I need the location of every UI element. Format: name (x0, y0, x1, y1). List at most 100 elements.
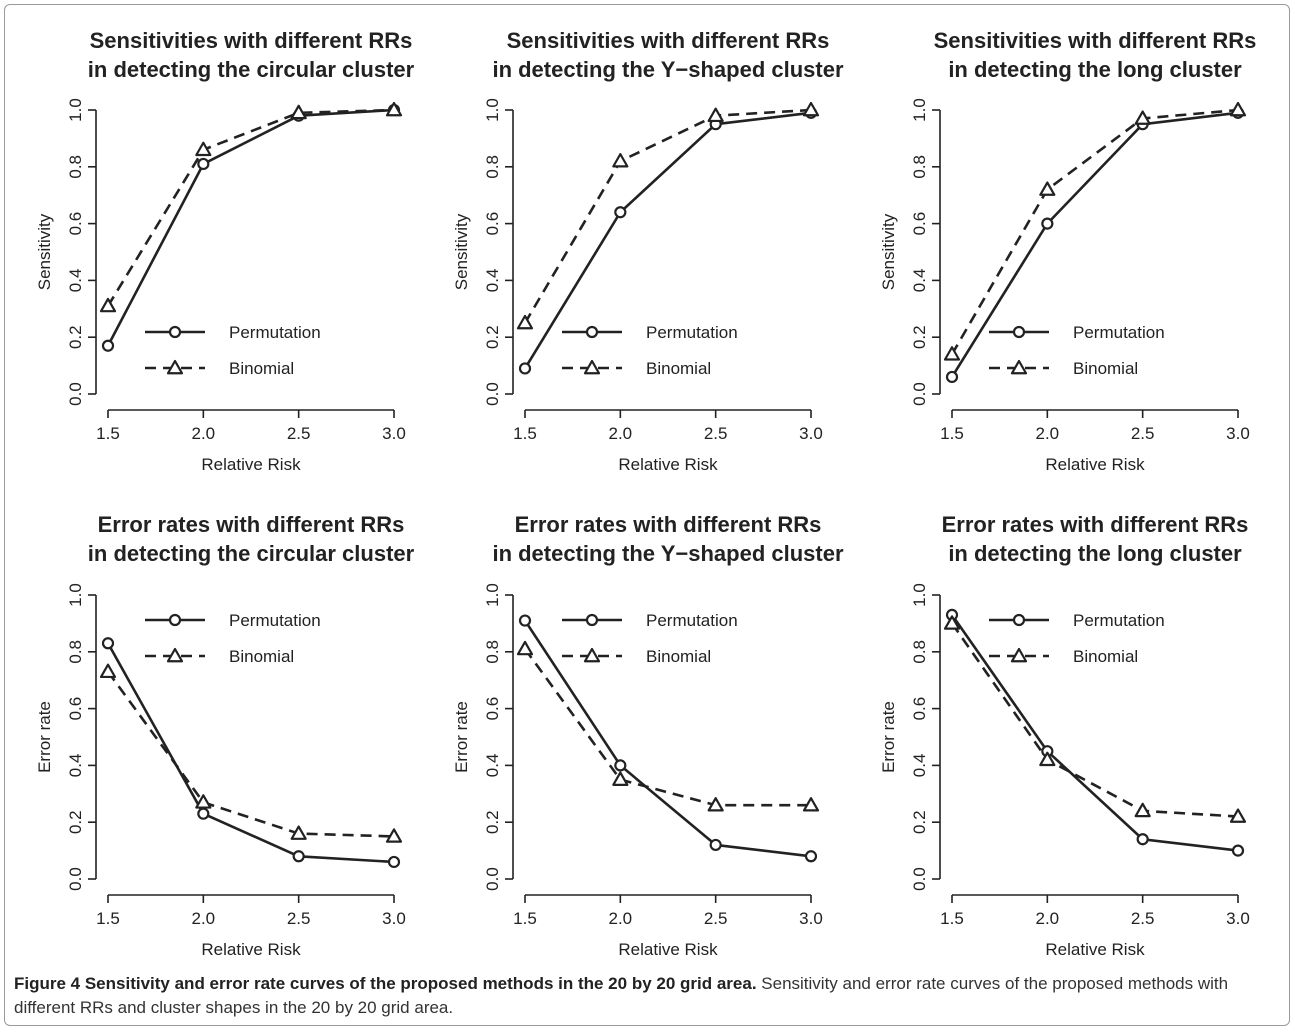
panel1-legend-binomial-marker (166, 359, 184, 375)
panel6-x-tick-label: 2.0 (1036, 909, 1060, 928)
caption-text: Sensitivity and error rate curves of the… (14, 974, 1229, 1017)
panel5-binomial-point (802, 797, 820, 812)
panel3-x-axis-label: Relative Risk (1045, 455, 1145, 474)
panel4-title-line2: in detecting the circular cluster (88, 541, 415, 566)
panel3-permutation-point (945, 370, 959, 384)
panel5-x-axis-label: Relative Risk (618, 940, 718, 959)
panel2-legend-permutation-marker (585, 325, 599, 339)
panel2-binomial-point (612, 153, 629, 168)
panel5-legend-binomial-label: Binomial (646, 647, 711, 666)
panel5-y-tick-label: 0.4 (483, 754, 502, 778)
panel3-y-tick-label: 0.0 (910, 382, 929, 406)
panel4-permutation-point (292, 850, 305, 863)
panel1-title-line2: in detecting the circular cluster (88, 57, 415, 82)
panel6-y-tick-label: 0.2 (910, 810, 929, 834)
panel1-permutation-point (197, 157, 210, 171)
panel6-binomial-point (1039, 751, 1056, 767)
panel1-y-tick-label: 0.2 (66, 325, 85, 349)
panel4-x-tick-label: 1.5 (96, 909, 120, 928)
panel1-binomial-point (195, 141, 212, 157)
panel6-legend-binomial-label: Binomial (1073, 647, 1138, 666)
panel5-title-line2: in detecting the Y−shaped cluster (492, 541, 844, 566)
panel6-y-tick-label: 0.8 (910, 640, 929, 664)
panel3-legend-binomial-marker (1010, 359, 1028, 375)
panel4-legend-permutation-marker (168, 613, 182, 627)
panel6-title-line2: in detecting the long cluster (948, 541, 1242, 566)
panel2-x-axis-label: Relative Risk (618, 455, 718, 474)
panel6-x-tick-label: 1.5 (940, 909, 964, 928)
panel5-permutation-point (709, 838, 722, 852)
panel4-y-tick-label: 0.2 (66, 810, 85, 834)
panel4-legend-permutation-label: Permutation (229, 611, 321, 630)
panel6-legend-permutation-marker (1012, 613, 1026, 627)
panel5-x-tick-label: 3.0 (799, 909, 823, 928)
panel6-title-line1: Error rates with different RRs (942, 512, 1249, 537)
panel6-x-tick-label: 3.0 (1226, 909, 1250, 928)
figure-panels: Sensitivities with different RRs in detec… (35, 28, 1256, 959)
panel5-binomial-line (523, 648, 811, 807)
panel4-y-tick-label: 0.0 (66, 867, 85, 891)
panel5-y-tick-label: 0.2 (483, 810, 502, 834)
figure-caption: Figure 4 Sensitivity and error rate curv… (14, 972, 1284, 1020)
panel1-binomial-point (290, 104, 307, 120)
panel4-x-tick-label: 2.0 (192, 909, 216, 928)
panel6-y-tick-label: 0.0 (910, 867, 929, 891)
panel2-permutation-point (614, 206, 627, 219)
panel5-x-tick-label: 2.5 (704, 909, 728, 928)
panel5-y-tick-label: 0.8 (483, 640, 502, 664)
panel3-legend-binomial-label: Binomial (1073, 359, 1138, 378)
panel3-x-tick-label: 2.5 (1131, 424, 1155, 443)
panel5-permutation-point (804, 850, 818, 863)
panel1-legend-binomial-label: Binomial (229, 359, 294, 378)
panel4-y-axis-label: Error rate (35, 701, 54, 773)
panel2-permutation-line (523, 111, 812, 370)
panel6-y-tick-label: 1.0 (910, 583, 929, 607)
panel3-title-line2: in detecting the long cluster (948, 57, 1242, 82)
panel4-binomial-point (195, 794, 212, 809)
panel4-y-tick-label: 0.6 (66, 697, 85, 721)
caption-lead: Figure 4 Sensitivity and error rate curv… (14, 974, 757, 993)
panel4-x-axis-label: Relative Risk (201, 940, 301, 959)
panel6-permutation-line (950, 614, 1239, 852)
panel2-binomial-point (516, 314, 534, 330)
panel5-binomial-point (707, 797, 724, 812)
panel3-binomial-point (1134, 110, 1151, 125)
panel1-x-tick-label: 2.0 (192, 424, 216, 443)
panel3-binomial-point (1229, 101, 1247, 117)
panel4-permutation-point (387, 855, 401, 869)
panel6-permutation-point (1231, 844, 1245, 857)
panel6-y-axis-label: Error rate (879, 701, 898, 773)
panel1-x-axis-label: Relative Risk (201, 455, 301, 474)
panel2-x-tick-label: 2.0 (609, 424, 633, 443)
panel2-y-tick-label: 1.0 (483, 98, 502, 122)
panel1-binomial-point (385, 101, 403, 117)
panel3-y-tick-label: 0.6 (910, 212, 929, 236)
panel6-x-tick-label: 2.5 (1131, 909, 1155, 928)
panel5-x-tick-label: 2.0 (609, 909, 633, 928)
panel1-y-axis-label: Sensitivity (35, 213, 54, 290)
panel4-permutation-point (101, 637, 115, 650)
panel4-legend-binomial-marker (166, 647, 184, 663)
panel2-binomial-point (707, 107, 724, 123)
panel1-legend-permutation-label: Permutation (229, 323, 321, 342)
panel4-legend-binomial-label: Binomial (229, 647, 294, 666)
panel2-x-tick-label: 3.0 (799, 424, 823, 443)
panel5-permutation-point (614, 759, 627, 772)
panel6-y-tick-label: 0.6 (910, 697, 929, 721)
panel1-permutation-line (106, 108, 395, 347)
panel1-y-tick-label: 0.8 (66, 155, 85, 179)
panel4-x-tick-label: 2.5 (287, 909, 311, 928)
panel5-binomial-point (612, 771, 629, 786)
panel1-y-tick-label: 1.0 (66, 98, 85, 122)
panel3-y-tick-label: 0.8 (910, 155, 929, 179)
panel5-title-line1: Error rates with different RRs (515, 512, 822, 537)
panel6-binomial-point (943, 615, 961, 630)
panel3-y-axis-label: Sensitivity (879, 213, 898, 290)
panel2-y-tick-label: 0.4 (483, 269, 502, 293)
panel2-legend-binomial-marker (583, 359, 601, 375)
panel4-binomial-point (385, 828, 403, 843)
panel6-binomial-point (1134, 802, 1151, 818)
panel3-binomial-point (1039, 181, 1056, 196)
panel1-binomial-line (106, 108, 395, 307)
panel3-y-tick-label: 1.0 (910, 98, 929, 122)
